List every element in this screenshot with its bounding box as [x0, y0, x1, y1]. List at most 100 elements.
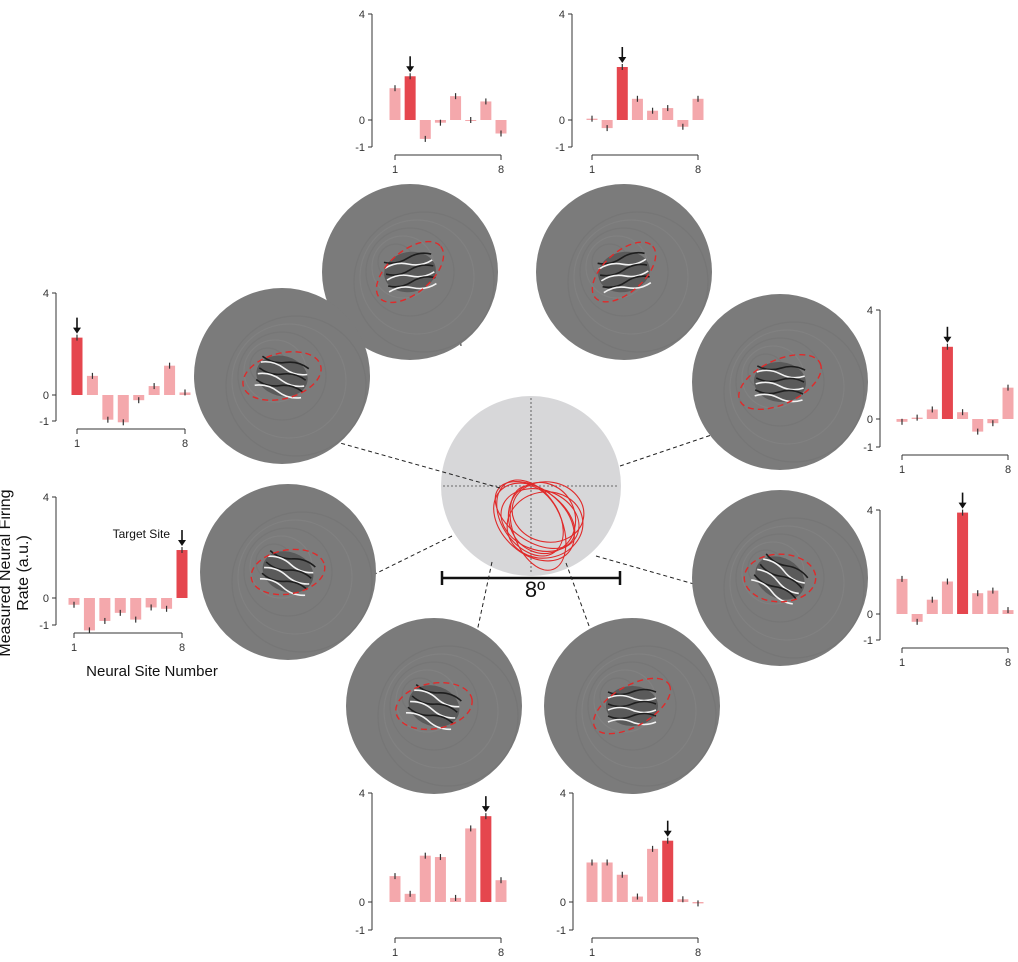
y-tick-label: 4	[43, 288, 49, 300]
bar	[926, 599, 938, 614]
rf-ellipse-top-right	[591, 241, 657, 303]
bar	[389, 88, 401, 120]
bar	[68, 598, 80, 605]
bar	[450, 96, 462, 120]
target-site-label: Target Site	[113, 527, 171, 541]
bar-chart-lower-right: 4 0 -1 1 8	[863, 492, 1014, 669]
target-arrow-icon	[663, 830, 672, 837]
y-tick-label: 0	[867, 414, 873, 426]
rf-ellipse-upper-right	[738, 353, 822, 411]
bar	[647, 848, 659, 902]
bar-chart-top-left: 4 0 -1 1 8	[355, 9, 507, 176]
stimulus-disk-lower-left	[200, 484, 376, 660]
bar	[586, 862, 598, 902]
y-tick-label: 0	[867, 609, 873, 621]
bar	[83, 598, 95, 631]
bar	[662, 108, 674, 120]
y-tick-label: 0	[43, 390, 49, 402]
bar	[957, 412, 969, 419]
bar	[148, 386, 160, 395]
x-tick-label: 1	[392, 164, 398, 176]
bar	[404, 893, 416, 902]
bar-chart-top-right: 4 0 -1 1 8	[555, 9, 704, 176]
rf-ellipse-bottom-right	[592, 677, 672, 735]
rf-ellipse-lower-right	[743, 553, 817, 603]
target-arrow-icon	[178, 540, 186, 547]
y-tick-label: 0	[359, 115, 365, 127]
bar	[987, 590, 999, 614]
target-bar	[616, 67, 628, 120]
pointer-line-lower-left	[317, 535, 453, 603]
x-tick-label: 8	[1005, 657, 1011, 669]
bar-chart-lower-left: 4 0 -1 1 8 Target Site	[39, 492, 188, 654]
y-tick-label: -1	[556, 925, 566, 937]
bar	[647, 110, 659, 120]
bar	[616, 874, 628, 902]
target-arrow-icon	[943, 336, 952, 343]
x-tick-label: 1	[589, 947, 595, 957]
target-arrow-icon	[618, 57, 627, 63]
y-tick-label: 0	[560, 897, 566, 909]
bar	[419, 855, 431, 902]
y-tick-label: -1	[555, 142, 565, 154]
target-bar	[957, 512, 969, 614]
y-tick-label: -1	[39, 620, 49, 632]
receptive-field-outlines	[493, 479, 585, 571]
y-tick-label: -1	[39, 416, 49, 428]
y-tick-label: 0	[559, 115, 565, 127]
bar-chart-bottom-right: 4 0 -1 1 8	[556, 788, 704, 959]
bar-chart-bottom-left: 4 0 -1 1 8	[355, 788, 507, 959]
rf-ellipse-upper-left	[242, 351, 322, 401]
y-tick-label: 0	[43, 593, 49, 605]
bar	[631, 98, 643, 120]
bar	[117, 395, 129, 423]
x-tick-label: 1	[74, 438, 80, 450]
bar	[495, 880, 507, 902]
stimulus-disk-bottom-left	[346, 618, 522, 794]
bar	[911, 614, 923, 622]
bar-chart-upper-right: 4 0 -1 1 8	[863, 305, 1014, 476]
bar	[389, 876, 401, 902]
x-axis-label: Neural Site Number	[86, 663, 218, 680]
stimulus-disk-top-left	[322, 184, 498, 360]
bar	[495, 120, 507, 134]
target-arrow-icon	[481, 806, 490, 813]
y-tick-label: 4	[867, 305, 873, 317]
y-tick-label: 4	[560, 788, 566, 800]
x-tick-label: 8	[498, 947, 504, 957]
x-tick-label: 8	[695, 164, 701, 176]
pointer-line-upper-left	[307, 432, 501, 489]
y-tick-label: -1	[863, 635, 873, 647]
y-tick-label: -1	[355, 925, 365, 937]
bar	[692, 98, 704, 120]
target-bar	[176, 550, 188, 598]
y-tick-label: -1	[863, 442, 873, 454]
y-tick-label: -1	[355, 142, 365, 154]
scale-bar-label: 8º	[524, 577, 546, 602]
x-tick-label: 8	[498, 164, 504, 176]
bar	[99, 598, 111, 621]
y-tick-label: 4	[43, 492, 49, 504]
bar	[419, 120, 431, 139]
bar	[941, 581, 953, 614]
stimulus-disk-bottom-right	[544, 618, 720, 794]
bar	[677, 120, 689, 127]
target-arrow-icon	[958, 502, 967, 509]
x-tick-label: 8	[182, 438, 188, 450]
bar	[114, 598, 126, 613]
target-arrow-icon	[406, 66, 415, 73]
bar	[164, 365, 176, 395]
y-tick-label: 4	[559, 9, 565, 21]
bar	[601, 862, 613, 902]
y-axis-label: Measured Neural Firing Rate (a.u.)	[0, 489, 32, 657]
target-bar	[404, 76, 416, 120]
rf-ellipse-lower-left	[250, 548, 326, 596]
bar	[480, 101, 492, 120]
bar-charts: 4 0 -1 1 8 4 0 -1 1 8 4 0 -1 1 8 4 0 -1 1 8 4 0 -1 1 8 4 0 -1 1 8 4 0 -1…	[39, 9, 1014, 959]
x-tick-label: 1	[899, 464, 905, 476]
stimulus-disks	[194, 184, 868, 794]
y-tick-label: 4	[867, 505, 873, 517]
bar	[1002, 387, 1014, 419]
